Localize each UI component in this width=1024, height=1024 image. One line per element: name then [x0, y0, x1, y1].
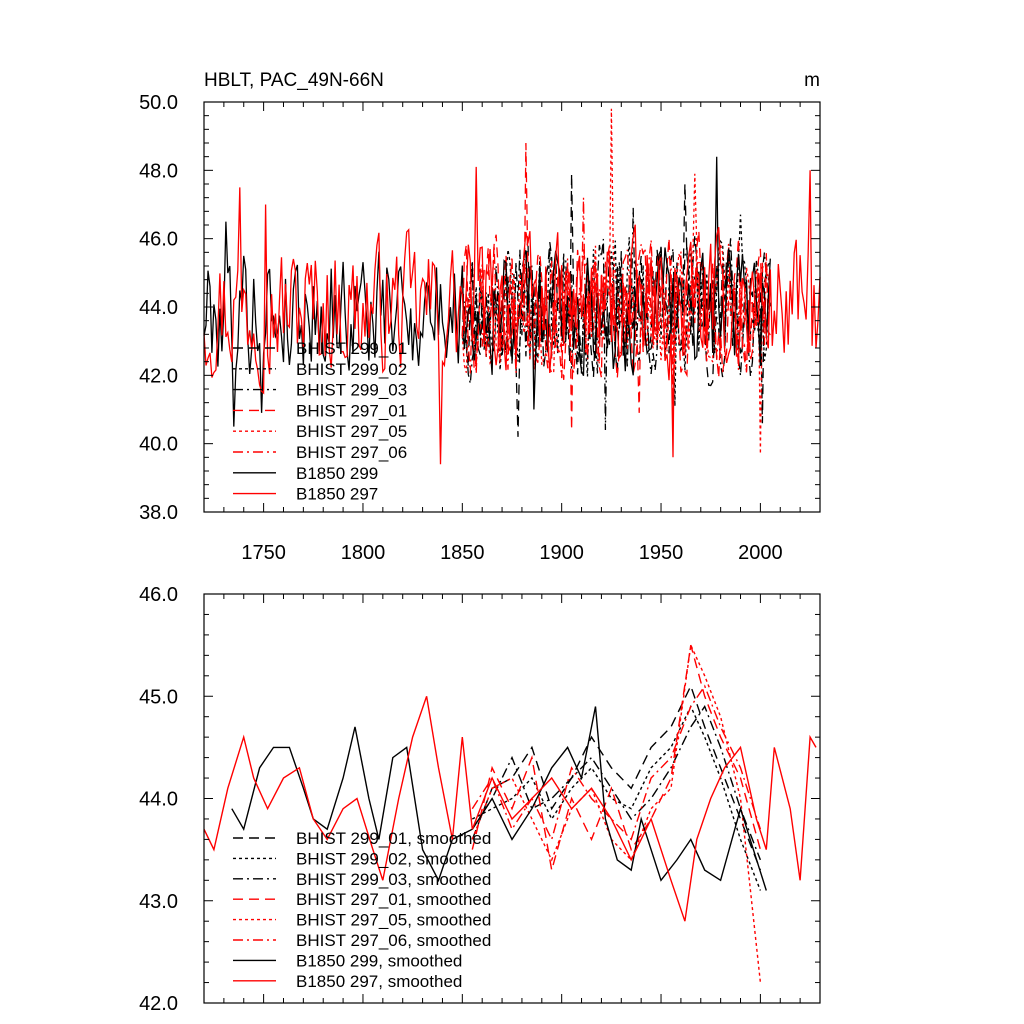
y-tick-label: 45.0	[139, 686, 178, 708]
y-tick-label: 48.0	[139, 160, 178, 182]
y-tick-label: 40.0	[139, 434, 178, 456]
series-line-bhist-299-03-smoothed	[471, 705, 762, 861]
series-line-b1850-297-smoothed	[203, 696, 817, 922]
y-tick-label: 46.0	[139, 584, 178, 606]
series-line-bhist-297-06-smoothed	[471, 684, 762, 842]
series-line-bhist-297-01-smoothed	[471, 644, 762, 871]
legend-label: BHIST 297_06	[296, 443, 407, 462]
bottom-panel: 42.0 43.0 44.0 45.0 46.0 BHIST 299_01, smoot…	[139, 584, 821, 1015]
legend-label: BHIST 299_03	[296, 381, 407, 400]
chart-title: HBLT, PAC_49N-66N	[204, 70, 384, 91]
legend-label: B1850 299	[296, 464, 378, 483]
legend-label: BHIST 299_03, smoothed	[296, 870, 491, 889]
legend-label: B1850 297	[296, 485, 378, 504]
top-series-lines	[203, 108, 821, 465]
legend-label: BHIST 297_01, smoothed	[296, 890, 491, 909]
series-line-bhist-299-01-smoothed	[471, 684, 762, 871]
x-tick-label: 1800	[341, 542, 386, 564]
series-line-bhist-297-05	[461, 108, 771, 454]
x-tick-label: 1950	[639, 542, 684, 564]
y-tick-label: 42.0	[139, 993, 178, 1015]
top-axes: 38.0 40.0 42.0 44.0 46.0 48.0 50.0 1750 1800 1850…	[139, 92, 821, 564]
series-line-b1850-297	[203, 166, 821, 465]
legend-label: BHIST 297_01	[296, 401, 407, 420]
legend-label: BHIST 299_01, smoothed	[296, 829, 491, 848]
bottom-series-lines	[203, 642, 817, 983]
units-label: m	[804, 70, 820, 91]
y-tick-label: 46.0	[139, 229, 178, 251]
top-panel: 38.0 40.0 42.0 44.0 46.0 48.0 50.0 1750 1800 1850…	[139, 92, 821, 564]
y-tick-label: 50.0	[139, 92, 178, 114]
legend-label: B1850 299, smoothed	[296, 951, 462, 970]
series-line-bhist-299-02-smoothed	[471, 704, 762, 891]
series-line-bhist-297-05-smoothed	[471, 642, 762, 983]
series-line-bhist-297-06	[461, 197, 771, 407]
x-tick-label: 2000	[738, 542, 783, 564]
legend-label: BHIST 299_02, smoothed	[296, 849, 491, 868]
legend-label: BHIST 299_01	[296, 339, 407, 358]
bottom-axes: 42.0 43.0 44.0 45.0 46.0	[139, 584, 821, 1015]
y-tick-label: 42.0	[139, 365, 178, 387]
legend-label: BHIST 297_05	[296, 422, 407, 441]
y-tick-label: 38.0	[139, 502, 178, 524]
y-tick-label: 44.0	[139, 789, 178, 811]
y-tick-label: 44.0	[139, 297, 178, 319]
series-line-b1850-299	[203, 156, 771, 427]
x-tick-label: 1900	[539, 542, 584, 564]
x-tick-label: 1750	[241, 542, 286, 564]
legend-label: BHIST 297_06, smoothed	[296, 931, 491, 950]
legend-label: BHIST 299_02	[296, 360, 407, 379]
y-tick-label: 43.0	[139, 891, 178, 913]
legend-label: BHIST 297_05, smoothed	[296, 911, 491, 930]
x-tick-label: 1850	[440, 542, 485, 564]
legend-label: B1850 297, smoothed	[296, 972, 462, 991]
